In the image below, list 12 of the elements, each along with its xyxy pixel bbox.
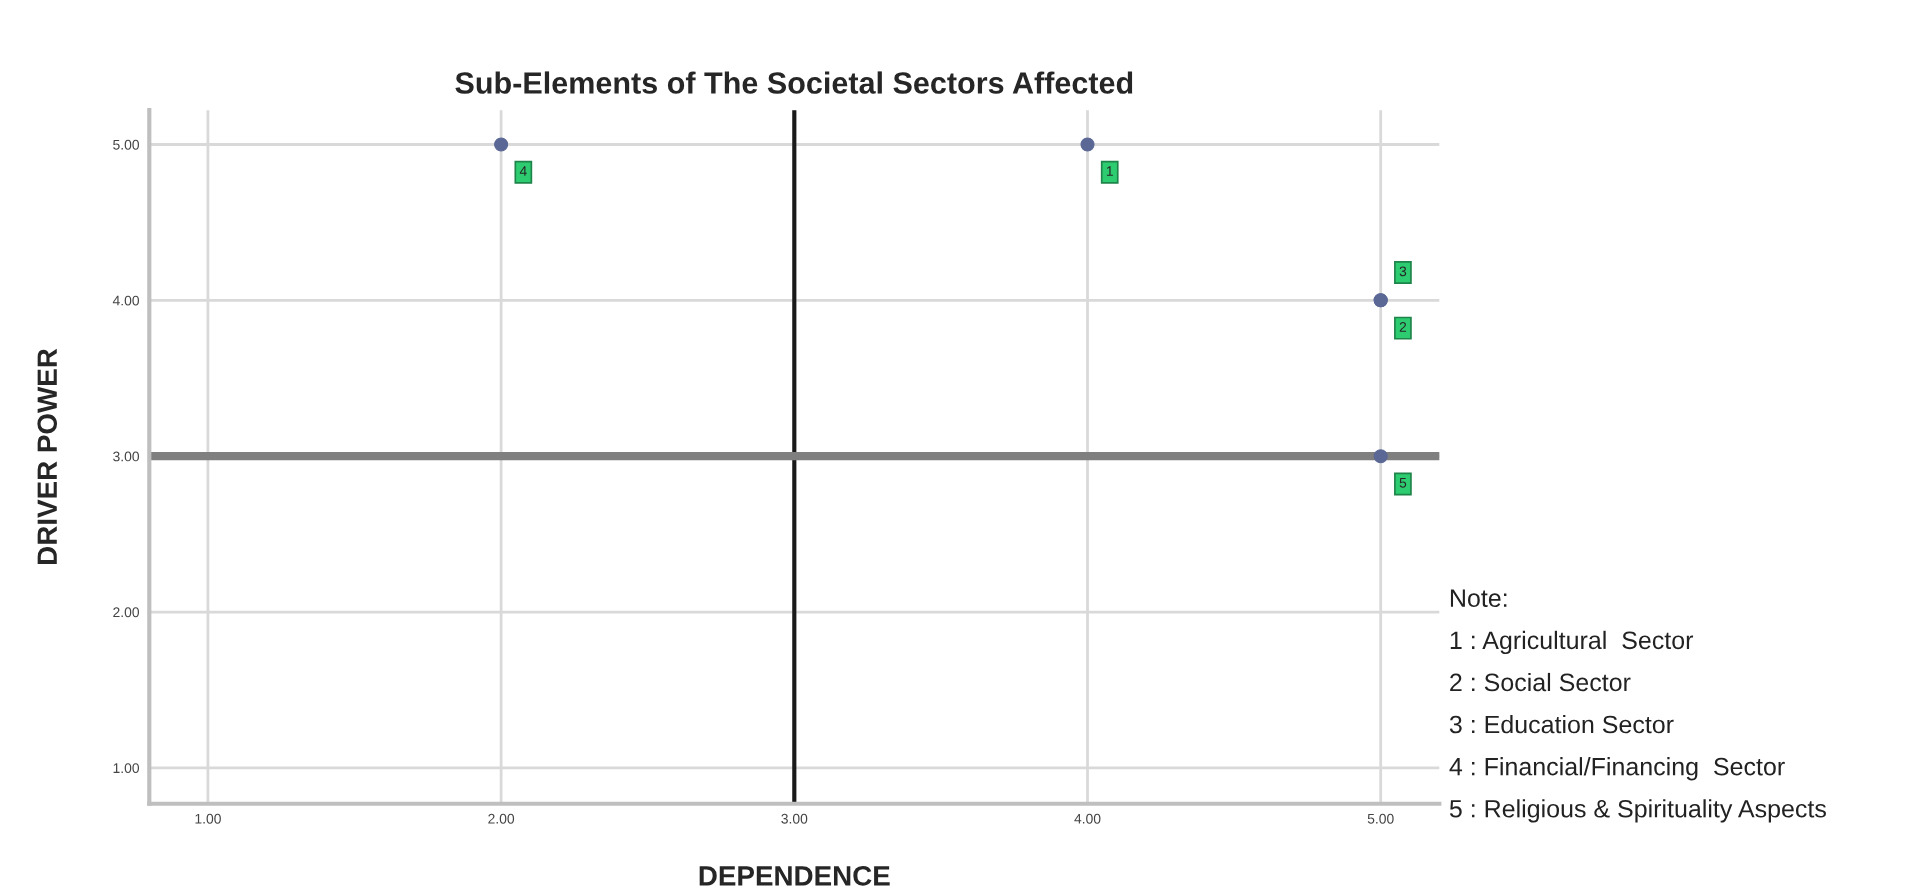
point xyxy=(1080,137,1095,152)
point xyxy=(494,137,509,152)
text: 2 : Social Sector xyxy=(1450,672,1631,692)
text: 4 : Financial/Financing Sector xyxy=(1449,757,1785,781)
text: Note: xyxy=(1450,589,1507,608)
point xyxy=(1373,449,1388,464)
text: 3 : Education Sector xyxy=(1449,715,1674,734)
chart-title: Sub-Elements of The Societal Sectors Affected xyxy=(455,71,1133,94)
x-axis-title: DEPENDENCE xyxy=(699,866,890,886)
y-axis-title: DRIVER POWER xyxy=(37,348,58,564)
text: 1 : Agricultural Sector xyxy=(1450,630,1694,655)
text: 5 : Religious & Spirituality Aspects xyxy=(1449,799,1826,823)
